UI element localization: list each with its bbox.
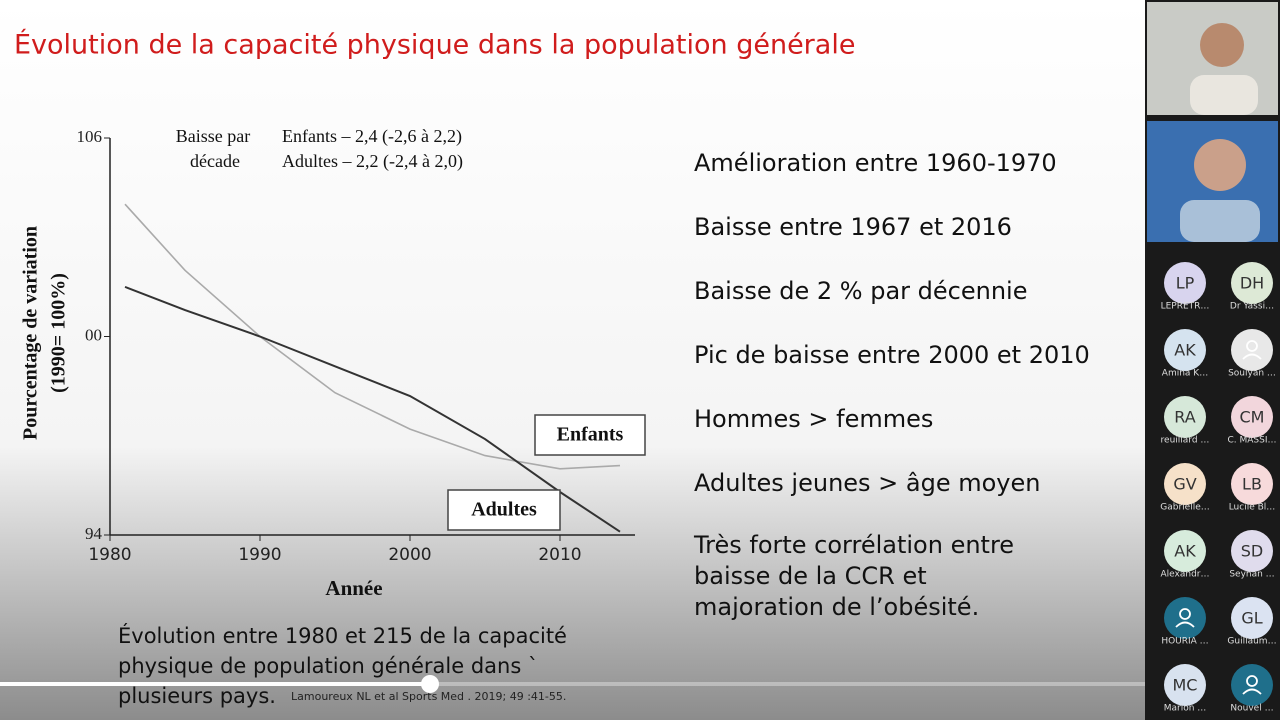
x-tick-label: 2000 [388,545,431,565]
participant-name: LEPRETR… [1161,302,1210,312]
avatar-initials: RA [1174,408,1195,427]
avatar [1231,396,1273,438]
participant-name: reuillard … [1161,436,1210,446]
avatar-icon [1246,340,1258,352]
legend-label: Adultes [471,499,537,521]
avatar-icon [1242,353,1262,360]
avatar-initials: SD [1241,542,1263,561]
y-axis-label: (1990= 100%) [48,273,70,393]
participant-name: Guillaum… [1227,637,1276,647]
y-axis-label: Pourcentage de variation [20,226,42,440]
bullet-text: Baisse entre 1967 et 2016 [694,213,1012,241]
video-person [1194,139,1246,191]
participant-name: Marion … [1164,704,1207,714]
avatar [1164,463,1206,505]
caption: Évolution entre 1980 et 215 de la capaci… [118,623,567,648]
participant-name: Gabrielle… [1160,503,1209,513]
progress-knob[interactable] [421,675,439,693]
avatar-initials: DH [1240,274,1264,293]
legend-label: Enfants [557,424,624,446]
avatar [1231,530,1273,572]
y-tick-label: 106 [77,127,103,146]
annotation: Adultes – 2,2 (-2,4 à 2,0) [282,151,463,172]
avatar-initials: AK [1174,341,1196,360]
bullet-text: Hommes > femmes [694,405,933,433]
progress-track[interactable] [0,682,1145,686]
citation: Lamoureux NL et al Sports Med . 2019; 49… [291,690,566,703]
avatar-initials: MC [1173,676,1198,695]
x-tick-label: 1980 [88,545,131,565]
slide-title: Évolution de la capacité physique dans l… [14,29,855,61]
participant-name: Amina K… [1162,369,1208,379]
avatar [1231,664,1273,706]
series-line [124,203,621,470]
avatar-icon [1175,621,1195,628]
bullet-text: Amélioration entre 1960-1970 [694,149,1057,177]
series-line [124,285,621,533]
x-tick-label: 1990 [238,545,281,565]
bullet-text: Adultes jeunes > âge moyen [694,469,1041,497]
bullet-text: Pic de baisse entre 2000 et 2010 [694,341,1090,369]
avatar-initials: CM [1240,408,1265,427]
bullet-text: baisse de la CCR et [694,562,927,590]
caption: physique de population générale dans ` [118,654,538,678]
avatar-initials: LP [1176,274,1195,293]
avatar [1231,463,1273,505]
avatar-initials: GL [1241,609,1262,628]
bullet-text: Très forte corrélation entre [693,531,1014,559]
avatar-initials: GV [1173,475,1196,494]
annotation: décade [190,151,240,171]
legend-box [534,414,646,456]
avatar-icon [1242,688,1262,695]
avatar-initials: AK [1174,542,1196,561]
y-tick-label: 00 [85,325,102,344]
slide [0,0,1145,720]
participant-name: Nouvel … [1230,704,1273,714]
bullet-text: Baisse de 2 % par décennie [694,277,1027,305]
y-tick-label: 94 [85,524,103,543]
avatar [1231,262,1273,304]
avatar [1164,396,1206,438]
avatar [1164,664,1206,706]
bullet-text: majoration de l’obésité. [694,593,979,621]
annotation: Baisse par [176,126,250,146]
avatar-icon [1246,675,1258,687]
participant-name: Seyhan … [1229,570,1274,580]
participant-name: Lucile Bl… [1229,503,1276,513]
video-person [1190,75,1258,115]
participant-name: Alexandr… [1161,570,1210,580]
avatar-icon [1179,608,1191,620]
avatar [1164,597,1206,639]
caption: plusieurs pays. [118,684,276,708]
avatar [1231,597,1273,639]
video-person [1180,200,1260,242]
participant-name: Dr Yassi… [1230,302,1274,312]
video-person [1200,23,1244,67]
participant-name: Soulyan … [1228,369,1276,379]
avatar-initials: LB [1242,475,1262,494]
legend-box [447,489,561,531]
avatar [1231,329,1273,371]
avatar [1164,329,1206,371]
participant-name: HOURIA … [1161,637,1208,647]
participant-name: C. MASSI… [1227,436,1276,446]
annotation: Enfants – 2,4 (-2,6 à 2,2) [282,126,462,147]
x-axis-label: Année [325,576,382,600]
avatar [1164,530,1206,572]
avatar [1164,262,1206,304]
progress-bar [0,682,430,686]
x-tick-label: 2010 [538,545,581,565]
